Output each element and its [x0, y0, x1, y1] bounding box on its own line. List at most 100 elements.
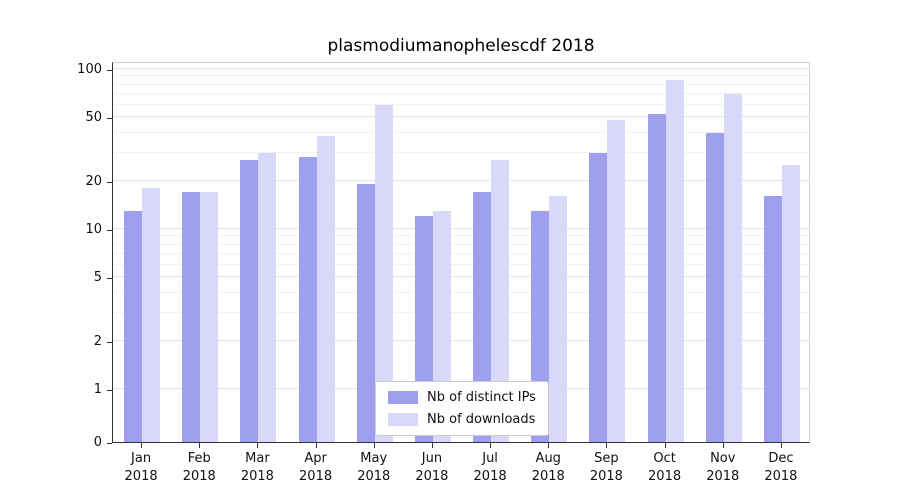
gridline-major — [113, 228, 809, 229]
gridline-major — [113, 276, 809, 278]
x-tick-mark — [606, 443, 608, 448]
x-tick-mark — [780, 443, 782, 448]
x-tick-label-line: 2018 — [764, 469, 798, 484]
x-tick-label-line: 2018 — [357, 469, 391, 484]
x-tick-label: Apr 2018 — [286, 450, 346, 486]
bar-distinct-ips — [356, 184, 375, 442]
x-tick-mark — [431, 443, 433, 448]
chart-title: plasmodiumanophelescdf 2018 — [327, 36, 595, 56]
y-tick-label: 5 — [93, 270, 102, 286]
x-tick-mark — [199, 443, 201, 448]
x-tick-label-line: 2018 — [473, 469, 507, 484]
gridline-minor — [113, 131, 809, 133]
y-tick-label: 0 — [93, 435, 102, 450]
gridline-minor — [113, 311, 809, 313]
gridline-major — [113, 68, 809, 69]
x-tick-label-line: Oct — [653, 451, 676, 466]
x-tick-label-line: Jan — [131, 451, 152, 466]
x-tick-label: Jan 2018 — [111, 450, 171, 486]
x-tick-label-line: 2018 — [706, 469, 740, 484]
y-tick-label: 10 — [85, 222, 102, 237]
x-tick-mark — [257, 443, 259, 448]
x-tick-label: Mar 2018 — [227, 450, 287, 486]
x-tick-label-line: Mar — [245, 451, 270, 466]
gridline-minor — [113, 235, 809, 237]
x-tick-label-line: 2018 — [299, 469, 333, 484]
gridline-major — [113, 116, 809, 118]
x-tick-label-line: 2018 — [531, 469, 565, 484]
y-tick-label: 1 — [93, 382, 102, 397]
y-tick-mark — [107, 278, 112, 280]
plot-area: Nb of distinct IPs Nb of downloads — [112, 62, 810, 443]
legend-swatch-distinct-ips-icon — [388, 391, 418, 404]
legend-swatch-downloads-icon — [388, 413, 418, 426]
gridline-minor — [113, 291, 809, 293]
x-tick-label-line: Nov — [710, 451, 736, 466]
legend-item-label: Nb of distinct IPs — [427, 390, 536, 405]
y-tick-label: 100 — [77, 62, 102, 77]
x-tick-label: Nov 2018 — [693, 450, 753, 486]
bar-distinct-ips — [298, 157, 317, 442]
x-tick-mark — [141, 443, 143, 448]
x-tick-label: Feb 2018 — [169, 450, 229, 486]
x-tick-label-line: Aug — [535, 451, 561, 466]
legend: Nb of distinct IPs Nb of downloads — [375, 381, 549, 436]
x-tick-label: Oct 2018 — [635, 450, 695, 486]
x-tick-mark — [548, 443, 550, 448]
bar-downloads — [200, 192, 219, 442]
x-tick-label-line: Sep — [594, 451, 619, 466]
bar-downloads — [316, 136, 335, 442]
bar-downloads — [665, 80, 684, 442]
x-tick-label-line: Dec — [768, 451, 794, 466]
bar-downloads — [549, 196, 568, 442]
gridline-minor — [113, 92, 809, 94]
x-tick-mark — [722, 443, 724, 448]
y-tick-mark — [107, 230, 112, 231]
x-tick-label: Aug 2018 — [518, 450, 578, 486]
x-tick-label-line: 2018 — [182, 469, 216, 484]
x-tick-label: Sep 2018 — [576, 450, 636, 486]
bar-distinct-ips — [589, 152, 608, 442]
x-tick-mark — [373, 443, 375, 448]
bar-downloads — [491, 159, 510, 442]
x-tick-label: Jun 2018 — [402, 450, 462, 486]
bar-distinct-ips — [240, 159, 259, 442]
x-tick-label: Dec 2018 — [751, 450, 811, 486]
gridline-minor — [113, 252, 809, 254]
gridline-minor — [113, 243, 809, 245]
x-tick-mark — [490, 443, 492, 448]
x-tick-label-line: 2018 — [589, 469, 623, 484]
bar-distinct-ips — [763, 196, 782, 442]
bar-downloads — [258, 152, 277, 442]
y-tick-mark — [107, 390, 112, 391]
gridline-major — [113, 179, 809, 181]
bar-distinct-ips — [705, 132, 724, 442]
y-tick-mark — [107, 443, 112, 444]
y-tick-label: 20 — [85, 173, 102, 189]
bar-downloads — [607, 120, 626, 442]
gridline-minor — [113, 83, 809, 85]
bar-distinct-ips — [182, 192, 201, 442]
gridline-minor — [113, 151, 809, 153]
bar-downloads — [142, 188, 161, 442]
x-tick-label-line: May — [360, 451, 388, 466]
x-tick-label-line: 2018 — [240, 469, 274, 484]
y-tick-label: 2 — [93, 333, 102, 349]
legend-item-label: Nb of downloads — [427, 412, 536, 427]
x-tick-label-line: Feb — [187, 451, 211, 466]
legend-item-distinct-ips: Nb of distinct IPs — [388, 390, 536, 405]
bar-distinct-ips — [124, 210, 143, 442]
legend-item-downloads: Nb of downloads — [388, 412, 536, 427]
bar-downloads — [723, 93, 742, 442]
x-tick-label: May 2018 — [344, 450, 404, 486]
y-tick-mark — [107, 181, 112, 183]
gridline-major — [113, 339, 809, 341]
x-tick-label-line: 2018 — [415, 469, 449, 484]
gridline-minor — [113, 75, 809, 77]
x-tick-label-line: Jun — [421, 451, 443, 466]
bar-distinct-ips — [647, 114, 666, 442]
bar-downloads — [781, 165, 800, 442]
y-tick-label: 50 — [85, 110, 102, 126]
y-tick-mark — [107, 341, 112, 343]
